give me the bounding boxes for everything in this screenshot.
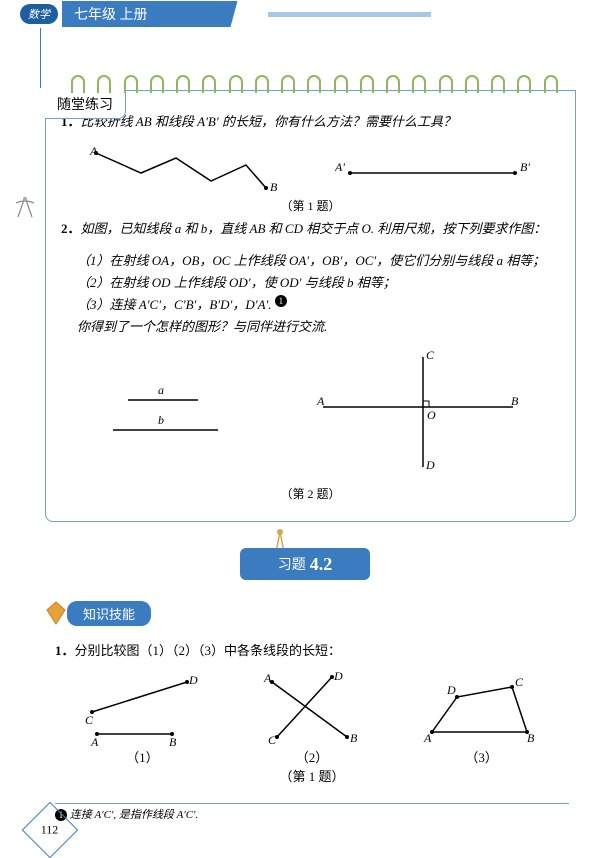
svg-text:a: a [158, 383, 164, 397]
lower-p1-num: 1． [55, 643, 75, 658]
svg-text:B: B [270, 180, 278, 193]
figure-3-3: A B C D （3） [417, 672, 547, 785]
lower-problem-1: 1．分别比较图（1）（2）（3）中各条线段的长短： C D A B （1） A [55, 640, 569, 785]
problem-2-num: 2． [61, 221, 81, 236]
compass-icon [8, 195, 43, 220]
svg-text:B: B [511, 394, 519, 408]
exercise-number: 4.2 [310, 554, 333, 575]
figure-3-1: C D A B （1） [77, 672, 207, 785]
svg-text:A: A [423, 731, 432, 745]
svg-text:D: D [333, 672, 343, 683]
svg-text:B: B [350, 731, 358, 745]
problem-2-sub3: （3）连接 A′C′，C′B′，B′D′，D′A′. 1 [61, 294, 560, 316]
subject-badge: 数学 [20, 4, 58, 24]
figure-1-polyline: A B [86, 143, 286, 193]
page-number: 112 [30, 810, 70, 850]
svg-text:D: D [188, 673, 198, 687]
svg-text:A: A [90, 735, 99, 747]
figure-2-caption: （第 2 题） [61, 485, 560, 502]
svg-text:C: C [515, 675, 524, 689]
footnote-ref-icon: 1 [275, 295, 287, 307]
svg-text:D: D [425, 458, 435, 472]
svg-text:A: A [263, 672, 272, 685]
problem-2-sub3b: 你得到了一个怎样的图形？与同伴进行交流. [61, 316, 560, 338]
figure-3-caption: （第 1 题） [252, 766, 372, 785]
problem-2-sub1: （1）在射线 OA，OB，OC 上作线段 OA′，OB′，OC′，使它们分别与线… [61, 250, 560, 272]
problem-2: 2．如图，已知线段 a 和 b，直线 AB 和 CD 相交于点 O. 利用尺规，… [61, 218, 560, 240]
skill-badge: 知识技能 [67, 601, 151, 626]
grade-label: 七年级 上册 [62, 1, 238, 27]
footnote-separator [55, 803, 569, 804]
svg-text:B′: B′ [520, 160, 530, 174]
header-stripe [268, 12, 594, 17]
figure-1-segment: A′ B′ [335, 153, 535, 183]
practice-box: 随堂练习 1．比较折线 AB 和线段 A′B′ 的长短，你有什么方法？需要什么工… [45, 90, 576, 522]
figure-1-caption: （第 1 题） [61, 197, 560, 214]
svg-text:O: O [427, 408, 436, 422]
exercise-banner: 习题 4.2 [240, 548, 370, 580]
figure-2-cross: A B C D O [313, 347, 523, 477]
svg-text:A: A [316, 394, 325, 408]
header-divider [40, 28, 41, 88]
figure-3-2-label: （2） [252, 747, 372, 766]
problem-2-sub2: （2）在射线 OD 上作线段 OD′，使 OD′ 与线段 b 相等； [61, 272, 560, 294]
svg-text:C: C [85, 713, 94, 727]
practice-title: 随堂练习 [45, 90, 126, 119]
footnote: 1 连接 A′C′, 是指作线段 A′C′. [55, 806, 198, 822]
ring-binder [55, 75, 574, 93]
svg-text:A′: A′ [335, 160, 345, 174]
page-header: 数学 七年级 上册 [0, 0, 594, 28]
figure-3: C D A B （1） A B C D （2） （第 1 题） [55, 672, 569, 785]
problem-1: 1．比较折线 AB 和线段 A′B′ 的长短，你有什么方法？需要什么工具？ [61, 111, 560, 133]
figure-3-2: A B C D （2） （第 1 题） [252, 672, 372, 785]
figure-1: A B A′ B′ [61, 143, 560, 193]
lower-p1-text: 分别比较图（1）（2）（3）中各条线段的长短： [75, 643, 342, 658]
problem-2-text: 如图，已知线段 a 和 b，直线 AB 和 CD 相交于点 O. 利用尺规，按下… [81, 221, 547, 236]
figure-3-1-label: （1） [77, 747, 207, 766]
footnote-text: 连接 A′C′, 是指作线段 A′C′. [70, 809, 199, 821]
svg-text:D: D [446, 683, 456, 697]
figure-2-segments: a b [98, 382, 238, 442]
svg-text:B: B [527, 731, 535, 745]
exercise-label: 习题 [278, 554, 306, 574]
svg-text:A: A [89, 144, 98, 158]
figure-3-3-label: （3） [417, 747, 547, 766]
problem-1-text: 比较折线 AB 和线段 A′B′ 的长短，你有什么方法？需要什么工具？ [81, 114, 456, 129]
skill-section: 知识技能 [45, 600, 151, 626]
svg-text:B: B [169, 735, 177, 747]
diamond-icon [45, 600, 67, 626]
svg-text:C: C [426, 348, 435, 362]
svg-text:b: b [158, 413, 164, 427]
svg-text:C: C [268, 733, 277, 747]
figure-2: a b A B C D O [61, 347, 560, 477]
